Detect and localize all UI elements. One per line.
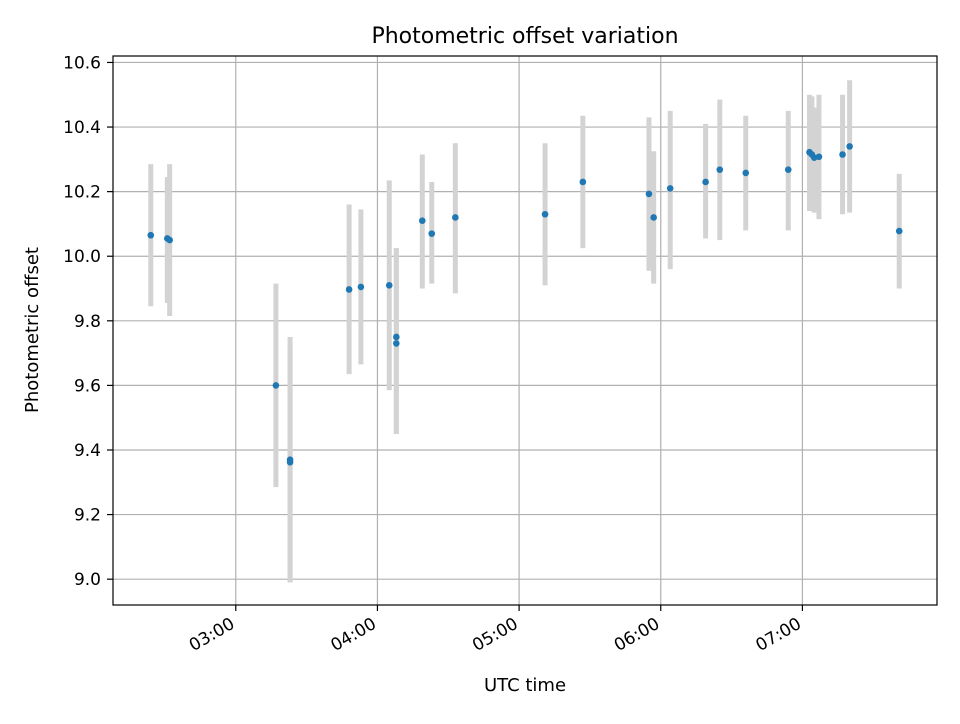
data-point [815,153,823,161]
y-tick-label: 10.0 [63,247,101,267]
y-tick-label: 9.2 [74,506,101,526]
y-tick-label: 9.8 [74,312,101,332]
data-point [393,333,400,341]
y-tick-label: 10.4 [63,118,101,138]
y-axis-label: Photometric offset [22,247,43,413]
data-point [839,151,846,158]
data-point [357,283,365,291]
data-point [846,143,853,150]
data-point [579,178,587,186]
data-point [784,166,792,173]
y-tick-label: 9.4 [74,441,101,461]
plot-frame [112,55,938,606]
data-point [166,236,173,244]
data-point [742,169,750,177]
data-point [272,382,280,389]
data-point [666,185,674,192]
data-point [895,227,903,235]
data-point [541,210,549,218]
data-point [418,217,426,224]
data-point [385,281,393,289]
data-point [286,458,294,466]
x-axis-label: UTC time [484,675,566,696]
data-point [650,214,657,221]
data-points [147,143,903,466]
data-point [702,178,709,186]
y-axis-ticks: 9.0 9.2 9.4 9.6 9.8 10.0 10.2 10.4 10.6 [63,53,113,590]
data-point [452,214,459,221]
chart-title: Photometric offset variation [371,24,678,49]
y-tick-label: 9.0 [74,570,101,590]
grid-lines [113,56,937,605]
data-point [393,340,400,347]
data-point [345,286,353,293]
y-tick-label: 10.2 [63,183,101,203]
data-point [147,231,155,239]
data-point [428,230,436,237]
y-tick-label: 10.6 [63,53,101,73]
data-point [645,190,653,198]
y-tick-label: 9.6 [74,376,101,396]
data-point [716,166,724,173]
